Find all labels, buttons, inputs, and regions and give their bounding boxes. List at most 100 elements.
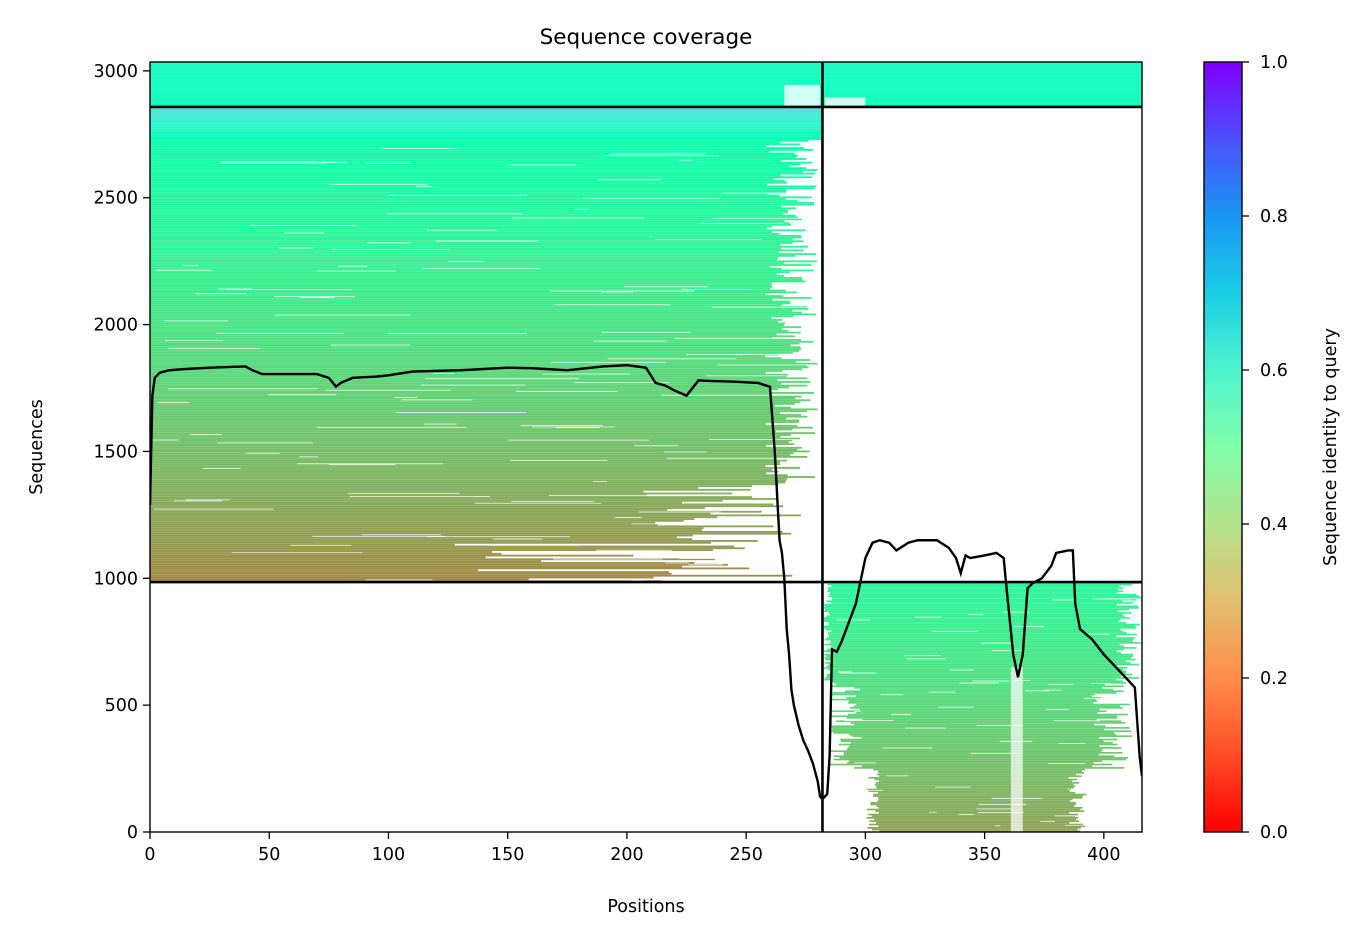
heat-row [150, 110, 823, 113]
heat-gap [999, 740, 1033, 742]
heat-gap [978, 804, 1027, 806]
heat-row [150, 507, 705, 509]
heat-gap [366, 162, 411, 164]
heat-row [150, 360, 797, 363]
heat-row [150, 161, 813, 164]
heat-row [150, 178, 775, 181]
heat-gap [421, 384, 526, 386]
heat-row [824, 653, 1134, 656]
heat-gap [380, 148, 457, 149]
heat-gap [1047, 683, 1074, 685]
heat-row [853, 705, 1120, 708]
heat-row [150, 84, 1142, 86]
heat-gap [331, 248, 450, 250]
x-tick-label: 0 [144, 845, 155, 865]
heat-row [150, 302, 791, 305]
heat-row [150, 119, 823, 122]
heat-gap [328, 464, 396, 466]
heat-row [847, 747, 1122, 749]
heat-row [150, 472, 767, 475]
heat-gap [520, 425, 603, 427]
heat-row [850, 722, 1126, 724]
heat-row [150, 245, 809, 248]
heat-row [150, 342, 800, 345]
heat-gap [365, 579, 433, 581]
heat-gap [217, 442, 314, 444]
heat-gap [603, 155, 719, 156]
heat-row [150, 130, 823, 133]
heat-gap [711, 306, 837, 308]
y-tick-label: 1000 [93, 569, 138, 589]
heat-row [150, 401, 801, 403]
heat-gap [367, 242, 411, 244]
heat-row [150, 295, 784, 297]
heat-gap [574, 208, 590, 210]
heat-row [150, 218, 802, 221]
heat-row [859, 708, 1100, 711]
heat-row [150, 415, 808, 418]
heat-row [150, 169, 818, 171]
heat-row [150, 203, 815, 206]
heat-gap [837, 671, 853, 673]
heat-row [150, 198, 787, 201]
heat-row [150, 351, 793, 354]
heat-row [150, 333, 777, 336]
heat-gap [330, 344, 411, 346]
heat-row [835, 720, 1122, 723]
heat-row [150, 527, 704, 530]
heat-gap [1044, 689, 1062, 691]
heat-gap [721, 192, 843, 194]
heat-row [150, 73, 1142, 76]
heat-row [878, 780, 1073, 783]
heat-row [150, 560, 542, 562]
heat-gap [1092, 598, 1141, 600]
heat-row [150, 287, 771, 290]
heat-row [879, 830, 1081, 832]
heat-row [150, 512, 711, 515]
heat-row [150, 187, 815, 190]
x-axis-label: Positions [607, 897, 684, 917]
heat-row [150, 459, 788, 462]
heat-row [874, 818, 1077, 821]
heat-gap [386, 213, 522, 215]
heat-gap [1087, 823, 1113, 825]
heat-gap [554, 304, 671, 306]
heat-row [150, 578, 529, 581]
heat-row [878, 792, 1076, 794]
heat-row [150, 70, 1142, 73]
heat-gap [904, 655, 941, 657]
heat-gap [325, 389, 451, 391]
heat-gap [218, 288, 253, 290]
heat-row [150, 318, 783, 321]
heat-block-paired [150, 62, 1142, 107]
heat-row [150, 253, 817, 255]
heat-gap [666, 457, 774, 459]
heat-gap [593, 340, 667, 342]
heat-row [150, 479, 787, 482]
heat-gap [387, 333, 528, 334]
heat-row [150, 379, 778, 382]
colorbar-label: Sequence identity to query [1321, 328, 1341, 566]
heat-row [150, 532, 792, 535]
heat-row [150, 165, 790, 168]
heat-gap [574, 382, 670, 384]
heat-row [150, 172, 816, 175]
heat-row [150, 127, 823, 129]
heat-gap [630, 579, 646, 581]
heat-row [826, 648, 1124, 651]
heat-gap [583, 197, 720, 199]
heat-gap [226, 289, 352, 291]
heat-row [150, 406, 792, 409]
heat-row [827, 590, 1123, 593]
heat-row [825, 677, 1140, 679]
heat-row [150, 96, 1142, 98]
heat-row [150, 286, 773, 288]
heat-gap [284, 232, 325, 234]
heat-gap [596, 549, 672, 551]
heat-gap [493, 538, 543, 540]
heat-row [876, 787, 1074, 789]
heat-row [876, 822, 1070, 824]
heat-gap [906, 658, 946, 660]
heat-gap [300, 297, 335, 299]
heat-row [150, 392, 815, 394]
